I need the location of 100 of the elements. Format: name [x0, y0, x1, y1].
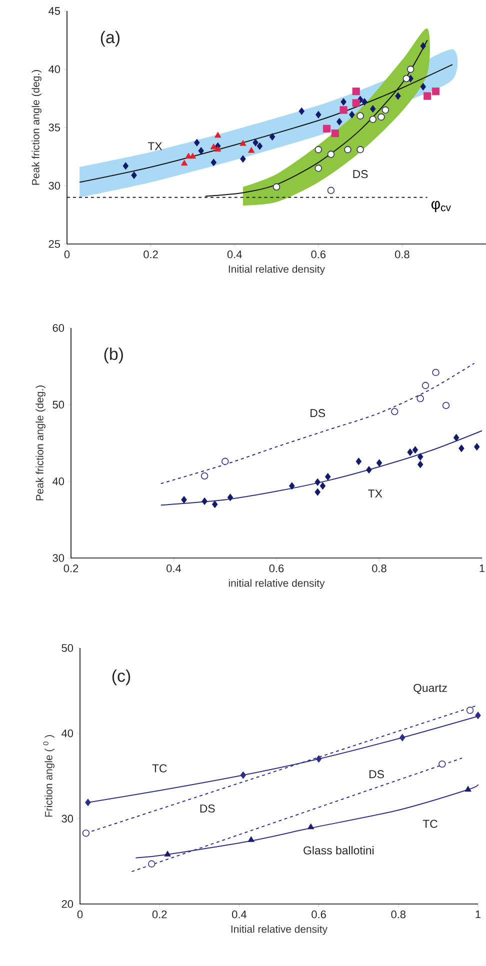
annotation: TC — [422, 820, 438, 828]
y-axis-title: Friction angle ( $^{0}$ ) — [43, 735, 54, 817]
point — [407, 448, 413, 456]
x-tick-label: 1 — [476, 910, 481, 918]
y-tick-label: 25 — [48, 240, 60, 248]
y-tick-label: 40 — [62, 729, 74, 738]
x-tick-label: 0.6 — [311, 250, 326, 258]
point — [344, 146, 352, 154]
x-axis-title: initial relative density — [228, 579, 325, 589]
x-axis-title: Initial relative density — [228, 265, 325, 275]
point — [85, 798, 91, 806]
line-series — [160, 362, 475, 484]
point — [308, 823, 314, 830]
point — [202, 497, 208, 506]
point — [200, 472, 208, 480]
x-tick-label: 0.8 — [395, 250, 410, 258]
y-tick-label: 35 — [48, 124, 60, 132]
point — [356, 146, 364, 154]
y-tick-label: 40 — [48, 65, 60, 74]
point — [240, 155, 246, 163]
point — [336, 118, 342, 126]
point — [352, 88, 360, 96]
point — [222, 458, 229, 465]
point — [340, 98, 346, 106]
annotation: (a) — [100, 30, 120, 47]
point — [420, 42, 426, 50]
point — [240, 771, 246, 779]
line-series — [160, 430, 482, 506]
point — [82, 830, 90, 837]
point — [320, 482, 326, 490]
point — [464, 786, 472, 792]
point — [370, 105, 376, 113]
annotation: DS — [310, 409, 326, 418]
x-tick-label: 0.8 — [391, 910, 406, 918]
x-tick-label: 0.6 — [312, 910, 326, 918]
y-tick-label: 60 — [52, 324, 64, 332]
point — [210, 143, 217, 150]
y-tick-label: 50 — [52, 400, 64, 409]
x-tick-label: 0.2 — [64, 564, 78, 572]
point — [417, 460, 424, 468]
x-tick-label: 0.8 — [372, 564, 386, 572]
x-tick-label: 0.4 — [166, 564, 182, 572]
point — [256, 142, 263, 150]
point — [324, 472, 331, 481]
point — [314, 488, 320, 496]
point — [376, 459, 382, 467]
x-tick-label: 0.2 — [152, 910, 167, 918]
x-tick-label: 0.2 — [144, 250, 158, 258]
point — [424, 92, 432, 100]
point — [316, 755, 322, 763]
point — [417, 452, 424, 461]
point — [402, 74, 410, 82]
x-tick-label: 0.4 — [232, 910, 246, 918]
point — [352, 99, 360, 107]
point — [227, 494, 234, 502]
point — [356, 458, 362, 466]
y-tick-label: 50 — [62, 644, 74, 652]
point — [356, 112, 364, 120]
point — [214, 132, 222, 138]
ref-line-label: φ$_{cv}$ — [431, 200, 451, 212]
point — [340, 106, 348, 114]
x-tick-label: 0.6 — [269, 564, 284, 572]
point — [362, 98, 368, 106]
point — [240, 140, 246, 146]
annotation: TC — [152, 764, 167, 772]
y-tick-label: 30 — [52, 554, 64, 562]
point — [331, 130, 339, 138]
point — [432, 88, 440, 96]
y-tick-label: 30 — [62, 814, 74, 823]
annotation: DS — [353, 170, 368, 178]
point — [442, 402, 450, 410]
point — [406, 66, 414, 73]
point — [314, 146, 322, 154]
annotation: Quartz — [414, 684, 447, 694]
x-tick-label: 0 — [64, 250, 70, 258]
point — [210, 158, 217, 166]
point — [164, 850, 171, 856]
point — [314, 478, 320, 486]
point — [395, 92, 401, 100]
annotation: (c) — [112, 669, 130, 686]
point — [432, 368, 440, 376]
x-axis-title: Initial relative density — [231, 925, 328, 935]
point — [198, 146, 204, 155]
point — [327, 186, 335, 194]
point — [248, 146, 255, 153]
annotation: TX — [368, 490, 382, 498]
y-tick-label: 40 — [52, 477, 64, 486]
y-axis-title: Peak friction angle (deg.) — [36, 386, 46, 500]
point — [438, 760, 446, 768]
y-tick-label: 20 — [62, 900, 74, 908]
point — [366, 466, 372, 474]
point — [212, 500, 218, 508]
annotation: TX — [148, 142, 162, 150]
point — [416, 394, 424, 402]
point — [181, 160, 188, 166]
point — [458, 444, 464, 452]
y-tick-label: 45 — [48, 7, 60, 15]
point — [453, 434, 460, 442]
point — [420, 82, 426, 91]
point — [327, 150, 335, 158]
